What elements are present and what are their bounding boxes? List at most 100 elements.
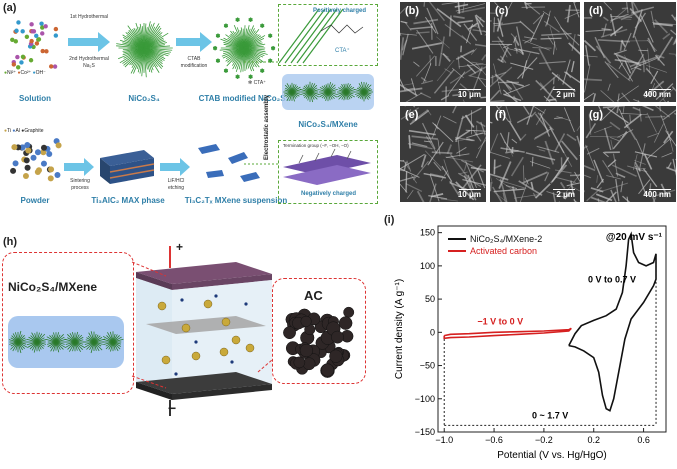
sem-texture xyxy=(519,179,529,202)
sem-texture xyxy=(616,85,639,102)
sem-texture xyxy=(505,185,518,190)
sem-texture xyxy=(401,39,408,51)
sem-texture xyxy=(427,141,444,166)
termination-label: Termination group (−F, −OH, −O) xyxy=(283,143,349,148)
sem-texture xyxy=(544,140,555,165)
sem-texture xyxy=(541,32,572,36)
nanowire xyxy=(319,91,329,98)
sem-texture xyxy=(634,66,642,71)
series-line xyxy=(568,231,657,412)
sem-texture xyxy=(498,161,512,189)
sem-texture xyxy=(569,174,580,177)
solution-particle xyxy=(52,64,58,69)
y-tick-label: 0 xyxy=(430,327,435,337)
sem-texture xyxy=(490,71,507,79)
legend-cta: ✻ CTA⁺ xyxy=(248,80,266,86)
nanowire xyxy=(243,45,264,49)
sem-texture xyxy=(448,15,452,37)
nanowire xyxy=(55,336,65,343)
nanowire xyxy=(336,91,347,95)
sem-texture xyxy=(534,127,553,139)
sem-texture xyxy=(662,33,671,40)
sem-texture xyxy=(586,186,602,202)
scale-label: 400 nm xyxy=(643,90,671,99)
sem-texture xyxy=(411,142,428,148)
ac-particle xyxy=(299,343,314,358)
sem-texture xyxy=(497,106,503,111)
sem-texture xyxy=(609,25,624,37)
sem-texture xyxy=(610,13,629,22)
sem-texture xyxy=(612,153,619,177)
sem-texture xyxy=(454,3,469,8)
sem-texture xyxy=(544,172,550,182)
nanowire xyxy=(64,338,76,343)
sem-texture xyxy=(602,151,609,158)
sem-texture xyxy=(490,133,499,155)
sem-texture xyxy=(621,40,626,48)
nanowire xyxy=(74,334,83,343)
nanowire xyxy=(299,88,311,93)
sem-texture xyxy=(600,28,628,38)
sem-texture xyxy=(495,106,510,122)
cta-marker: ✻ xyxy=(224,69,228,75)
powder-particle xyxy=(24,141,31,148)
arrow-right-icon xyxy=(160,158,190,176)
nanowire xyxy=(36,333,46,343)
nanowire xyxy=(46,339,57,343)
label-nico2s4: NiCo₂S₄ xyxy=(128,94,160,103)
sem-texture xyxy=(536,145,560,153)
nanowire xyxy=(286,83,293,93)
sem-texture xyxy=(447,71,466,96)
solution-particle xyxy=(24,34,30,40)
legend-co: Co²⁺ xyxy=(20,70,32,76)
scale-label: 10 μm xyxy=(457,190,481,199)
cation xyxy=(157,301,167,311)
anion xyxy=(214,294,218,298)
sem-texture xyxy=(549,26,557,51)
x-axis-label: Potential (V vs. Hg/HgO) xyxy=(497,450,606,461)
nanowire xyxy=(84,341,95,345)
scale-bar xyxy=(649,188,671,190)
nanowire xyxy=(88,332,95,343)
step1-label-c: Na₂S xyxy=(83,63,95,69)
sem-texture xyxy=(599,182,629,193)
sem-texture xyxy=(514,47,540,55)
sem-texture xyxy=(497,18,504,37)
sem-texture xyxy=(615,179,620,202)
series-line xyxy=(443,327,572,340)
nanowire xyxy=(309,83,316,93)
nanowire xyxy=(65,341,76,345)
sem-texture xyxy=(424,16,437,34)
nanowire xyxy=(12,333,19,343)
sem-texture xyxy=(463,175,477,201)
etch-label-a: LiF/HCl xyxy=(167,178,185,184)
sem-texture xyxy=(454,129,471,141)
sem-texture xyxy=(537,112,554,131)
nanowire xyxy=(90,341,95,354)
sem-texture xyxy=(472,129,482,142)
sem-texture xyxy=(552,192,557,202)
sem-texture xyxy=(521,60,528,79)
sem-texture xyxy=(533,131,548,140)
nanowire xyxy=(36,339,47,343)
powder-particle xyxy=(48,166,55,173)
solution-particle xyxy=(49,64,54,69)
nanowire xyxy=(74,341,82,353)
sem-texture xyxy=(506,79,524,87)
sem-texture xyxy=(424,150,444,171)
y-axis-label: Current density (A g⁻¹) xyxy=(394,279,405,379)
sem-texture xyxy=(532,14,543,25)
sem-texture xyxy=(647,132,660,138)
sem-texture xyxy=(659,106,661,112)
nanowire xyxy=(107,332,114,343)
annotation-rate: @20 mV s⁻¹ xyxy=(606,232,663,243)
sem-texture xyxy=(410,174,417,184)
scale-label: 2 μm xyxy=(556,190,575,199)
sem-texture xyxy=(436,8,462,28)
sem-texture xyxy=(457,19,473,24)
sem-texture xyxy=(513,37,518,54)
nanowire xyxy=(53,341,57,352)
sem-texture xyxy=(497,58,505,64)
sem-texture xyxy=(592,93,596,102)
sem-texture xyxy=(477,77,486,88)
